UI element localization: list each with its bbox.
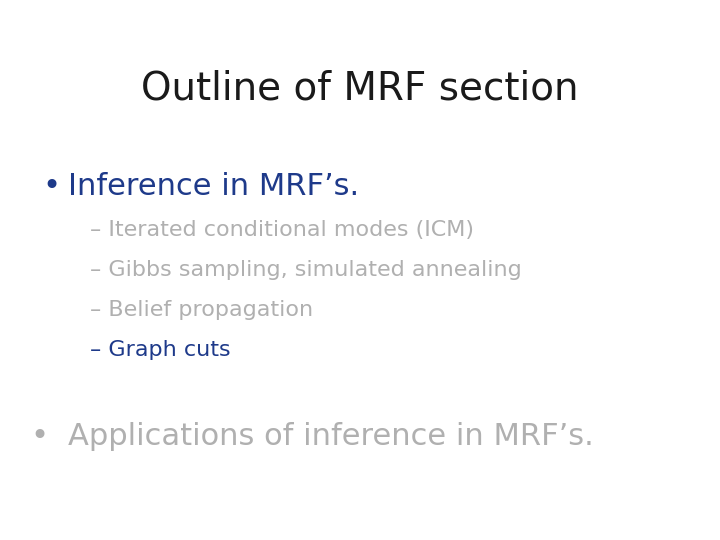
Text: •: • [30,422,48,451]
Text: Applications of inference in MRF’s.: Applications of inference in MRF’s. [68,422,594,451]
Text: – Graph cuts: – Graph cuts [90,340,230,360]
Text: Inference in MRF’s.: Inference in MRF’s. [68,172,359,201]
Text: Outline of MRF section: Outline of MRF section [141,70,579,108]
Text: – Iterated conditional modes (ICM): – Iterated conditional modes (ICM) [90,220,474,240]
Text: – Belief propagation: – Belief propagation [90,300,313,320]
Text: •: • [42,172,60,201]
Text: – Gibbs sampling, simulated annealing: – Gibbs sampling, simulated annealing [90,260,522,280]
